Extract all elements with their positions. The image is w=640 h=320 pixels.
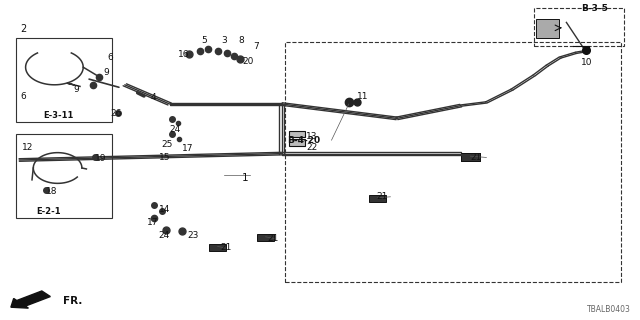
Text: 21: 21 — [470, 153, 482, 162]
Bar — [257, 234, 274, 241]
Text: 11: 11 — [357, 92, 369, 100]
Text: 14: 14 — [159, 205, 170, 214]
Text: 25: 25 — [161, 140, 173, 149]
Text: 2: 2 — [20, 24, 27, 34]
Bar — [369, 195, 386, 202]
Text: 21: 21 — [376, 192, 388, 201]
Text: 5: 5 — [202, 36, 207, 44]
Text: 12: 12 — [22, 143, 34, 152]
Text: 9: 9 — [104, 68, 109, 76]
Text: B-4-20: B-4-20 — [287, 136, 321, 145]
Text: 23: 23 — [187, 231, 198, 240]
Text: TBALB0403: TBALB0403 — [586, 305, 630, 314]
Text: 7: 7 — [253, 42, 259, 51]
Text: 22: 22 — [306, 143, 317, 152]
Bar — [289, 131, 305, 137]
Bar — [534, 8, 624, 46]
Text: E-2-1: E-2-1 — [36, 207, 61, 216]
Text: 9: 9 — [74, 85, 79, 94]
Text: 26: 26 — [110, 109, 122, 118]
Text: 6: 6 — [108, 53, 113, 62]
Bar — [461, 153, 480, 161]
Text: 17: 17 — [147, 218, 159, 227]
FancyArrow shape — [11, 291, 51, 308]
Text: 13: 13 — [306, 132, 317, 140]
Text: 24: 24 — [170, 125, 181, 134]
Bar — [209, 244, 226, 251]
Bar — [289, 139, 305, 146]
Text: 21: 21 — [221, 244, 232, 252]
Bar — [285, 42, 621, 282]
Bar — [536, 19, 559, 38]
Text: 24: 24 — [159, 231, 170, 240]
Text: 4: 4 — [150, 93, 156, 102]
Text: E-3-11: E-3-11 — [44, 111, 74, 120]
Text: B-3-5: B-3-5 — [581, 4, 608, 13]
Text: 15: 15 — [159, 153, 170, 162]
Text: 19: 19 — [95, 154, 106, 163]
Text: 10: 10 — [581, 58, 593, 67]
Text: 16: 16 — [178, 50, 189, 59]
Text: 3: 3 — [221, 36, 227, 44]
Bar — [461, 153, 480, 161]
Text: 1: 1 — [242, 172, 248, 183]
Text: 8: 8 — [238, 36, 244, 44]
Bar — [16, 38, 112, 122]
Text: 6: 6 — [20, 92, 26, 100]
Text: FR.: FR. — [63, 296, 82, 307]
Text: 20: 20 — [242, 57, 253, 66]
Text: 17: 17 — [182, 144, 194, 153]
Bar — [16, 134, 112, 218]
Text: 21: 21 — [268, 234, 279, 243]
Text: 18: 18 — [46, 188, 58, 196]
